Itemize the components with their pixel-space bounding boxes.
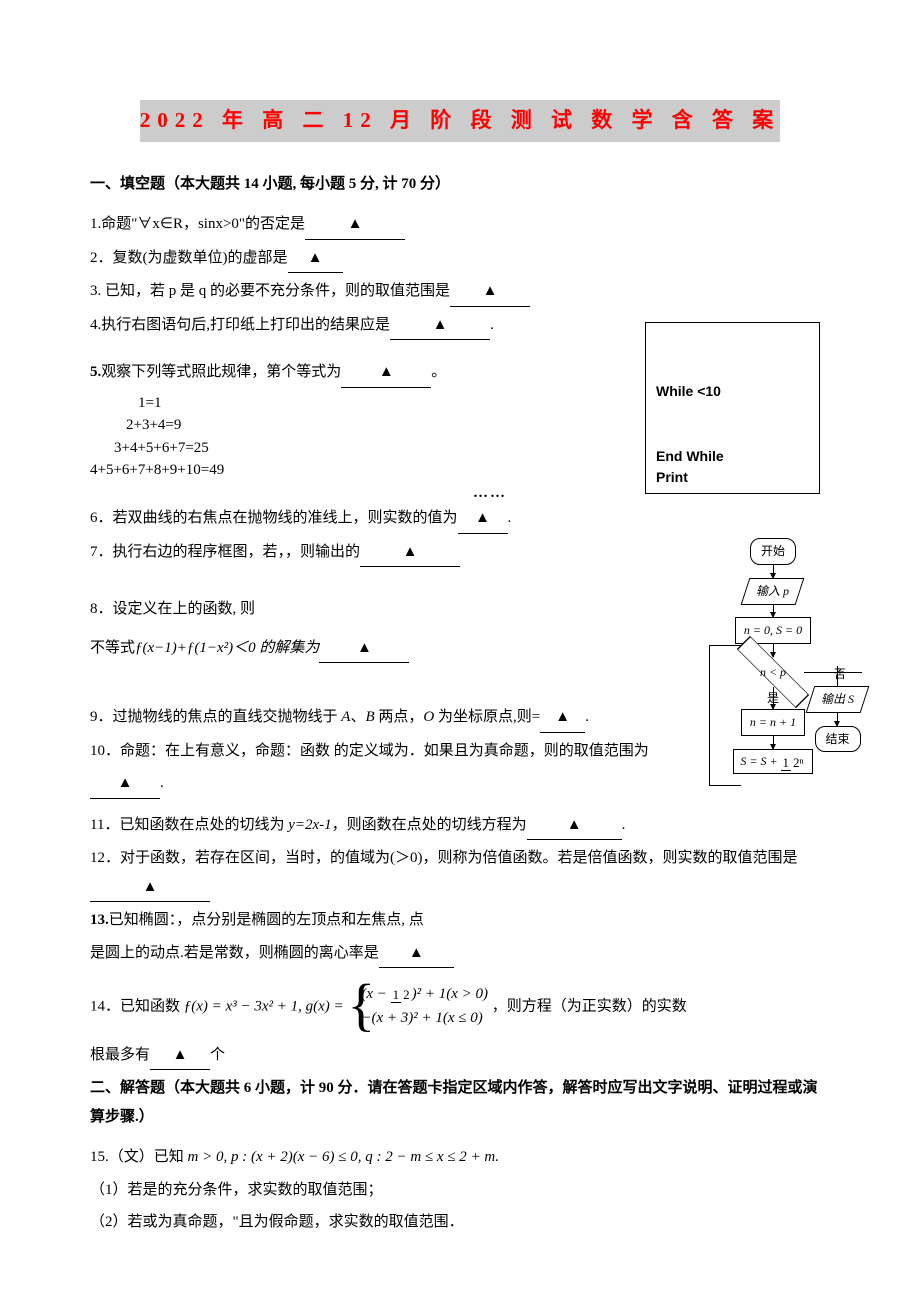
question-11: 11．已知函数在点处的切线为 y=2x-1，则函数在点处的切线方程为▲. [90,811,830,841]
question-14b: 根最多有▲个 [90,1041,830,1071]
question-15-1: （1）若是的充分条件，求实数的取值范围； [90,1176,830,1205]
flow-end: 结束 [815,726,861,753]
question-3: 3. 已知，若 p 是 q 的必要不充分条件，则的取值范围是▲ [90,277,830,307]
flow-step1: n = n + 1 [741,709,805,736]
code-line: Print [656,467,809,488]
question-12: 12．对于函数，若存在区间，当时，的值域为(＞0)，则称为倍值函数。若是倍值函数… [90,844,830,902]
flow-start: 开始 [750,538,796,565]
question-6: 6．若双曲线的右焦点在抛物线的准线上，则实数的值为▲. [90,504,830,534]
section-2-header: 二、解答题（本大题共 6 小题，计 90 分．请在答题卡指定区域内作答，解答时应… [90,1074,830,1131]
code-line: End While [656,446,809,467]
question-13a: 13.已知椭圆：，点分别是椭圆的左顶点和左焦点, 点 [90,906,830,935]
flow-step2: S = S + 12ⁿ [733,749,812,774]
question-13b: 是圆上的动点.若是常数，则椭圆的离心率是▲ [90,939,830,969]
section-1-header: 一、填空题（本大题共 14 小题, 每小题 5 分, 计 70 分） [90,170,830,199]
code-box-while: While <10 End While Print [645,322,820,494]
flow-input: 输入 p [741,578,805,605]
code-line: While <10 [656,381,809,402]
flow-cond: n < p [742,657,804,687]
question-15: 15.（文）已知 m > 0, p : (x + 2)(x − 6) ≤ 0, … [90,1143,830,1172]
question-2: 2．复数(为虚数单位)的虚部是▲ [90,244,830,274]
question-1: 1.命题"∀x∈R，sinx>0"的否定是▲ [90,210,830,240]
page-title: 2022 年 高 二 12 月 阶 段 测 试 数 学 含 答 案 [140,100,781,142]
question-7: 7．执行右边的程序框图，若，，则输出的▲ 开始 输入 p n = 0, S = … [90,538,830,568]
question-14: 14．已知函数 ƒ(x) = x³ − 3x² + 1, g(x) = { (x… [90,982,830,1033]
flow-output: 输出 S [806,686,870,713]
flowchart: 开始 输入 p n = 0, S = 0 n < p 否 是 n = n + 1 [658,538,888,774]
question-15-2: （2）若或为真命题，"且为假命题，求实数的取值范围． [90,1208,830,1237]
